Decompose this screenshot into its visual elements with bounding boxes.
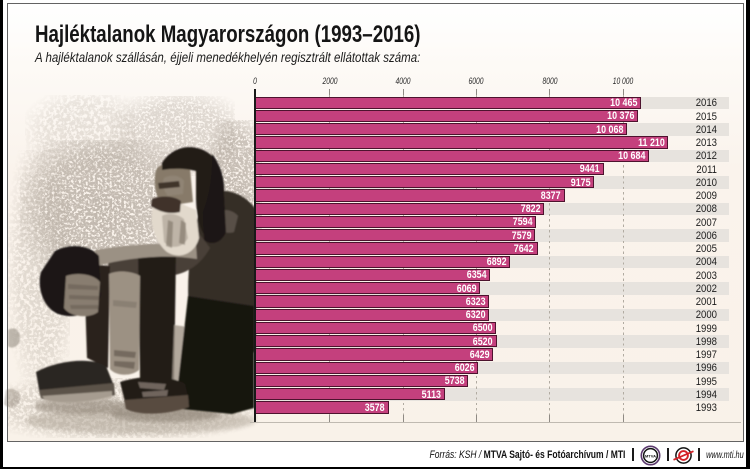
svg-text:MTVA: MTVA (644, 453, 655, 458)
